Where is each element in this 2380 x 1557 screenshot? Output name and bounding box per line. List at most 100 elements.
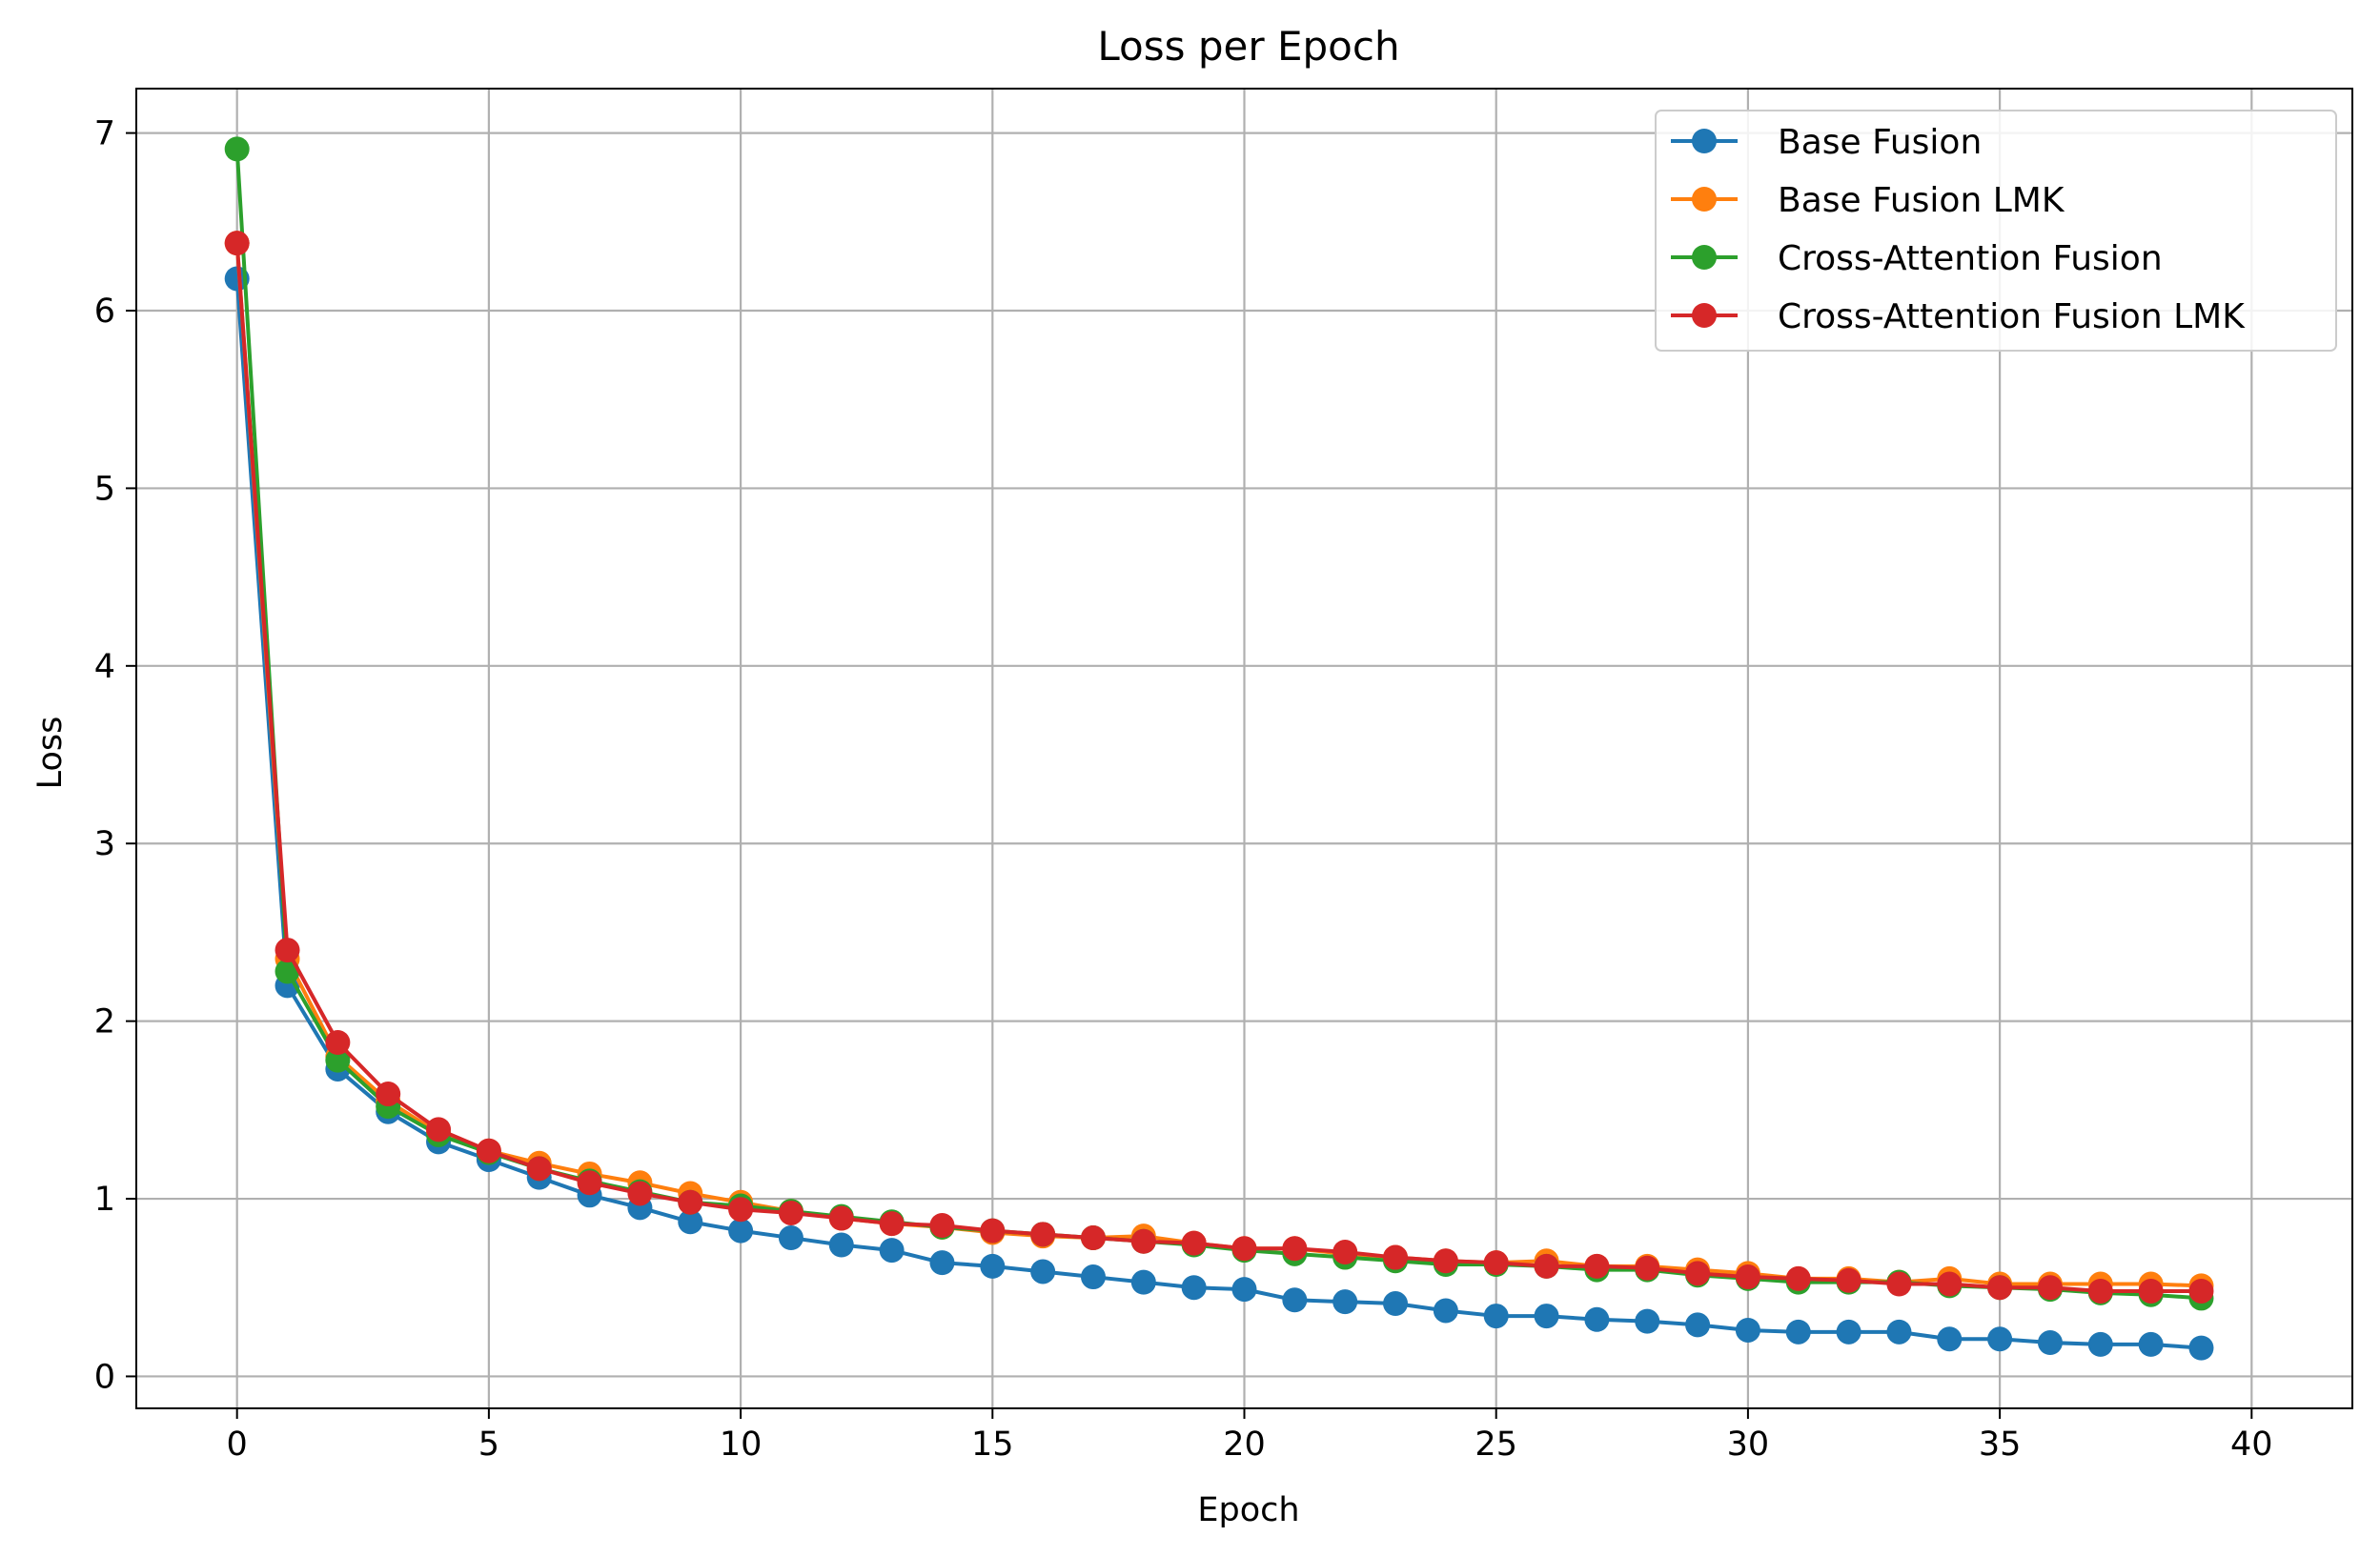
- data-point: [224, 136, 250, 162]
- data-point: [224, 231, 250, 256]
- data-point: [1534, 1253, 1559, 1279]
- data-point: [2037, 1330, 2063, 1356]
- data-point: [879, 1211, 905, 1237]
- x-tick-label: 25: [1475, 1426, 1517, 1464]
- series-group: [224, 136, 2214, 1361]
- data-point: [1181, 1275, 1207, 1301]
- data-point: [325, 1030, 351, 1056]
- data-point: [678, 1189, 703, 1215]
- data-point: [577, 1170, 602, 1196]
- data-point: [1231, 1277, 1257, 1303]
- x-tick-label: 15: [971, 1426, 1014, 1464]
- data-point: [426, 1117, 452, 1142]
- data-point: [526, 1156, 552, 1182]
- data-point: [1584, 1306, 1610, 1332]
- legend-label: Base Fusion: [1778, 123, 1982, 162]
- data-point: [929, 1213, 955, 1239]
- data-point: [1685, 1261, 1711, 1286]
- data-point: [376, 1082, 401, 1107]
- data-point: [2087, 1331, 2113, 1357]
- data-point: [1785, 1319, 1811, 1345]
- data-point: [1080, 1264, 1106, 1290]
- data-point: [1987, 1326, 2013, 1352]
- legend-item: Base Fusion: [1671, 123, 1982, 162]
- y-tick-label: 7: [94, 115, 115, 153]
- data-point: [627, 1181, 653, 1206]
- x-tick-label: 30: [1727, 1426, 1770, 1464]
- data-point: [1433, 1298, 1458, 1324]
- x-tick-label: 40: [2230, 1426, 2273, 1464]
- x-tick-label: 10: [720, 1426, 763, 1464]
- data-point: [1433, 1248, 1458, 1274]
- legend-label: Base Fusion LMK: [1778, 181, 2065, 220]
- data-point: [1785, 1265, 1811, 1291]
- series-3: [224, 231, 2214, 1304]
- y-tick-label: 6: [94, 293, 115, 331]
- series-line: [234, 243, 2202, 1293]
- data-point: [1635, 1255, 1660, 1281]
- data-point: [1685, 1312, 1711, 1338]
- data-point: [778, 1200, 804, 1225]
- data-point: [1534, 1304, 1559, 1329]
- data-point: [1886, 1271, 1912, 1297]
- legend: Base Fusion Base Fusion LMK Cross-Attentio…: [1655, 110, 2337, 352]
- data-point: [1886, 1319, 1912, 1345]
- data-point: [1584, 1253, 1610, 1279]
- data-point: [275, 938, 300, 963]
- data-point: [1937, 1271, 1963, 1297]
- legend-item: Cross-Attention Fusion: [1671, 239, 2163, 278]
- data-point: [828, 1205, 854, 1231]
- data-point: [1735, 1317, 1760, 1343]
- data-point: [1130, 1269, 1156, 1295]
- data-point: [1937, 1326, 1963, 1352]
- legend-item: Base Fusion LMK: [1671, 181, 2065, 220]
- legend-marker: [1692, 129, 1717, 153]
- data-point: [1181, 1230, 1207, 1256]
- data-point: [2188, 1335, 2214, 1361]
- y-tick-label: 4: [94, 648, 115, 686]
- data-point: [325, 1047, 351, 1073]
- data-point: [476, 1138, 501, 1163]
- legend-box: [1655, 110, 2337, 352]
- data-point: [2138, 1278, 2164, 1304]
- x-tick-label: 35: [1979, 1426, 2022, 1464]
- data-point: [728, 1197, 754, 1223]
- data-point: [2037, 1275, 2063, 1301]
- data-point: [1735, 1264, 1760, 1290]
- x-axis-label: Epoch: [1197, 1491, 1299, 1529]
- x-tick-label: 20: [1223, 1426, 1266, 1464]
- data-point: [1332, 1239, 1358, 1264]
- data-point: [1635, 1308, 1660, 1334]
- data-point: [1130, 1228, 1156, 1254]
- axis-ticks: 0 5 10 15 20 25 30 35 40 0 1 2 3 4 5 6 7: [94, 115, 2273, 1464]
- y-tick-label: 5: [94, 470, 115, 508]
- y-tick-label: 1: [94, 1181, 115, 1219]
- legend-marker: [1692, 245, 1717, 270]
- series-line: [234, 278, 2202, 1350]
- legend-marker: [1692, 303, 1717, 328]
- data-point: [1383, 1291, 1409, 1317]
- data-point: [728, 1218, 754, 1244]
- data-point: [2087, 1278, 2113, 1304]
- data-point: [929, 1250, 955, 1276]
- legend-label: Cross-Attention Fusion: [1778, 239, 2163, 278]
- data-point: [1383, 1244, 1409, 1270]
- data-point: [1836, 1267, 1861, 1293]
- data-point: [1282, 1236, 1308, 1262]
- legend-item: Cross-Attention Fusion LMK: [1671, 297, 2246, 336]
- data-point: [2138, 1331, 2164, 1357]
- data-point: [828, 1232, 854, 1258]
- chart-title: Loss per Epoch: [1097, 23, 1399, 70]
- x-tick-label: 5: [478, 1426, 499, 1464]
- data-point: [1030, 1259, 1056, 1284]
- y-axis-label: Loss: [31, 717, 70, 790]
- data-point: [678, 1209, 703, 1235]
- series-0: [224, 266, 2214, 1361]
- data-point: [1332, 1289, 1358, 1315]
- data-point: [2188, 1278, 2214, 1304]
- data-point: [1987, 1275, 2013, 1301]
- y-tick-label: 3: [94, 825, 115, 863]
- data-point: [980, 1253, 1006, 1279]
- x-tick-label: 0: [227, 1426, 248, 1464]
- y-tick-label: 2: [94, 1003, 115, 1041]
